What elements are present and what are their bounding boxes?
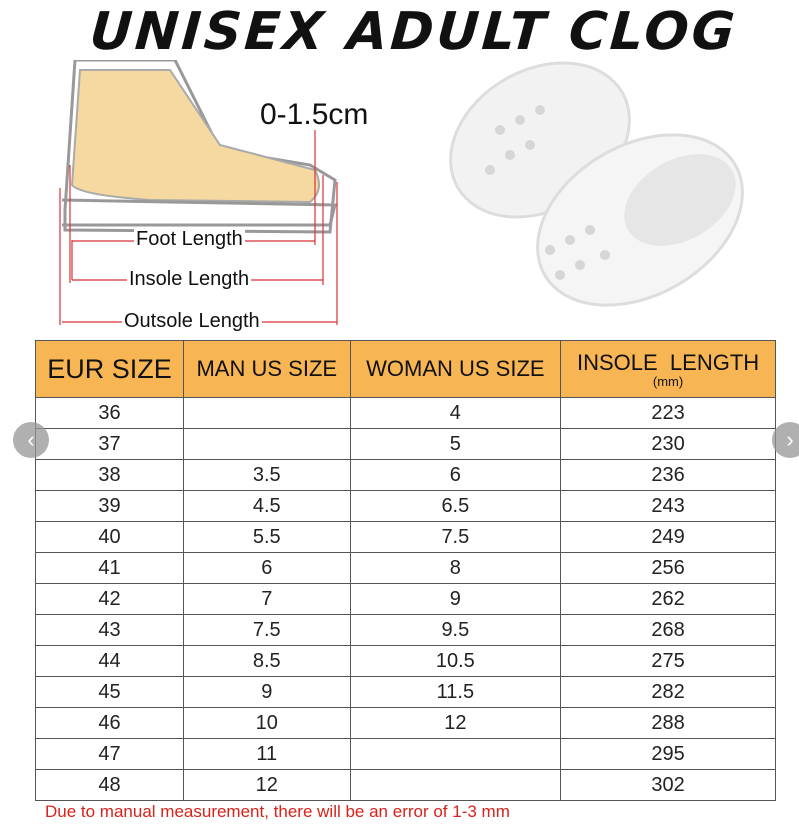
header-eur-size: EUR SIZE: [35, 340, 184, 398]
cell-insole-length: 243: [560, 490, 776, 522]
cell-eur-size: 45: [35, 676, 184, 708]
cell-insole-length: 256: [560, 552, 776, 584]
cell-eur-size: 37: [35, 428, 184, 460]
table-row: 42 7 9 262: [35, 583, 776, 615]
table-row: 40 5.5 7.5 249: [35, 521, 776, 553]
cell-man-us-size: 4.5: [182, 490, 351, 522]
cell-woman-us-size: 7.5: [349, 521, 562, 553]
table-row: 39 4.5 6.5 243: [35, 490, 776, 522]
cell-man-us-size: 12: [182, 769, 351, 801]
cell-insole-length: 262: [560, 583, 776, 615]
table-row: 38 3.5 6 236: [35, 459, 776, 491]
table-row: 44 8.5 10.5 275: [35, 645, 776, 677]
table-row: 41 6 8 256: [35, 552, 776, 584]
table-row: 43 7.5 9.5 268: [35, 614, 776, 646]
cell-eur-size: 42: [35, 583, 184, 615]
cell-insole-length: 236: [560, 459, 776, 491]
table-row: 45 9 11.5 282: [35, 676, 776, 708]
cell-woman-us-size: 10.5: [349, 645, 562, 677]
unit-label: (mm): [652, 374, 684, 389]
cell-man-us-size: [182, 397, 351, 429]
header-insole-length: INSOLE LENGTH (mm): [560, 340, 776, 398]
table-header-row: EUR SIZE MAN US SIZE WOMAN US SIZE INSOL…: [35, 340, 776, 398]
cell-eur-size: 41: [35, 552, 184, 584]
chevron-right-icon: ›: [786, 427, 794, 452]
cell-eur-size: 36: [35, 397, 184, 429]
cell-man-us-size: 3.5: [182, 459, 351, 491]
table-row: 37 5 230: [35, 428, 776, 460]
cell-woman-us-size: 5: [349, 428, 562, 460]
cell-man-us-size: 6: [182, 552, 351, 584]
cell-eur-size: 47: [35, 738, 184, 770]
cell-insole-length: 302: [560, 769, 776, 801]
carousel-next-button[interactable]: ›: [772, 422, 799, 458]
cell-eur-size: 44: [35, 645, 184, 677]
measurement-note: Due to manual measurement, there will be…: [45, 802, 510, 821]
cell-woman-us-size: 6: [349, 459, 562, 491]
cell-woman-us-size: 9.5: [349, 614, 562, 646]
table-row: 48 12 302: [35, 769, 776, 801]
cell-woman-us-size: 4: [349, 397, 562, 429]
cell-man-us-size: 11: [182, 738, 351, 770]
chevron-left-icon: ‹: [27, 427, 35, 452]
foot-length-label: Foot Length: [134, 228, 245, 251]
cell-man-us-size: 7.5: [182, 614, 351, 646]
cell-man-us-size: 7: [182, 583, 351, 615]
cell-woman-us-size: 11.5: [349, 676, 562, 708]
foot-measure-diagram: 0-1.5cm Foot Length Insole Length Outsol…: [0, 58, 400, 340]
cell-eur-size: 38: [35, 459, 184, 491]
insole-length-heading: INSOLE LENGTH: [576, 350, 760, 375]
header-woman-us-size: WOMAN US SIZE: [349, 340, 562, 398]
carousel-prev-button[interactable]: ‹: [13, 422, 49, 458]
cell-eur-size: 40: [35, 521, 184, 553]
cell-eur-size: 48: [35, 769, 184, 801]
cell-eur-size: 39: [35, 490, 184, 522]
cell-insole-length: 288: [560, 707, 776, 739]
cell-insole-length: 249: [560, 521, 776, 553]
size-chart-table: EUR SIZE MAN US SIZE WOMAN US SIZE INSOL…: [35, 340, 776, 801]
cell-insole-length: 223: [560, 397, 776, 429]
cell-woman-us-size: 9: [349, 583, 562, 615]
cell-woman-us-size: [349, 738, 562, 770]
cell-man-us-size: 8.5: [182, 645, 351, 677]
insole-length-label: Insole Length: [127, 268, 252, 291]
cell-insole-length: 282: [560, 676, 776, 708]
cell-eur-size: 43: [35, 614, 184, 646]
cell-insole-length: 275: [560, 645, 776, 677]
cell-woman-us-size: [349, 769, 562, 801]
table-row: 46 10 12 288: [35, 707, 776, 739]
cell-woman-us-size: 6.5: [349, 490, 562, 522]
cell-man-us-size: 5.5: [182, 521, 351, 553]
cell-insole-length: 230: [560, 428, 776, 460]
cell-woman-us-size: 8: [349, 552, 562, 584]
cell-woman-us-size: 12: [349, 707, 562, 739]
cell-insole-length: 295: [560, 738, 776, 770]
cell-insole-length: 268: [560, 614, 776, 646]
table-row: 47 11 295: [35, 738, 776, 770]
cell-man-us-size: 10: [182, 707, 351, 739]
header-man-us-size: MAN US SIZE: [182, 340, 351, 398]
cell-eur-size: 46: [35, 707, 184, 739]
cell-man-us-size: 9: [182, 676, 351, 708]
cell-man-us-size: [182, 428, 351, 460]
table-row: 36 4 223: [35, 397, 776, 429]
clog-image: [430, 30, 770, 335]
tolerance-label: 0-1.5cm: [260, 98, 369, 131]
outsole-length-label: Outsole Length: [122, 310, 262, 333]
